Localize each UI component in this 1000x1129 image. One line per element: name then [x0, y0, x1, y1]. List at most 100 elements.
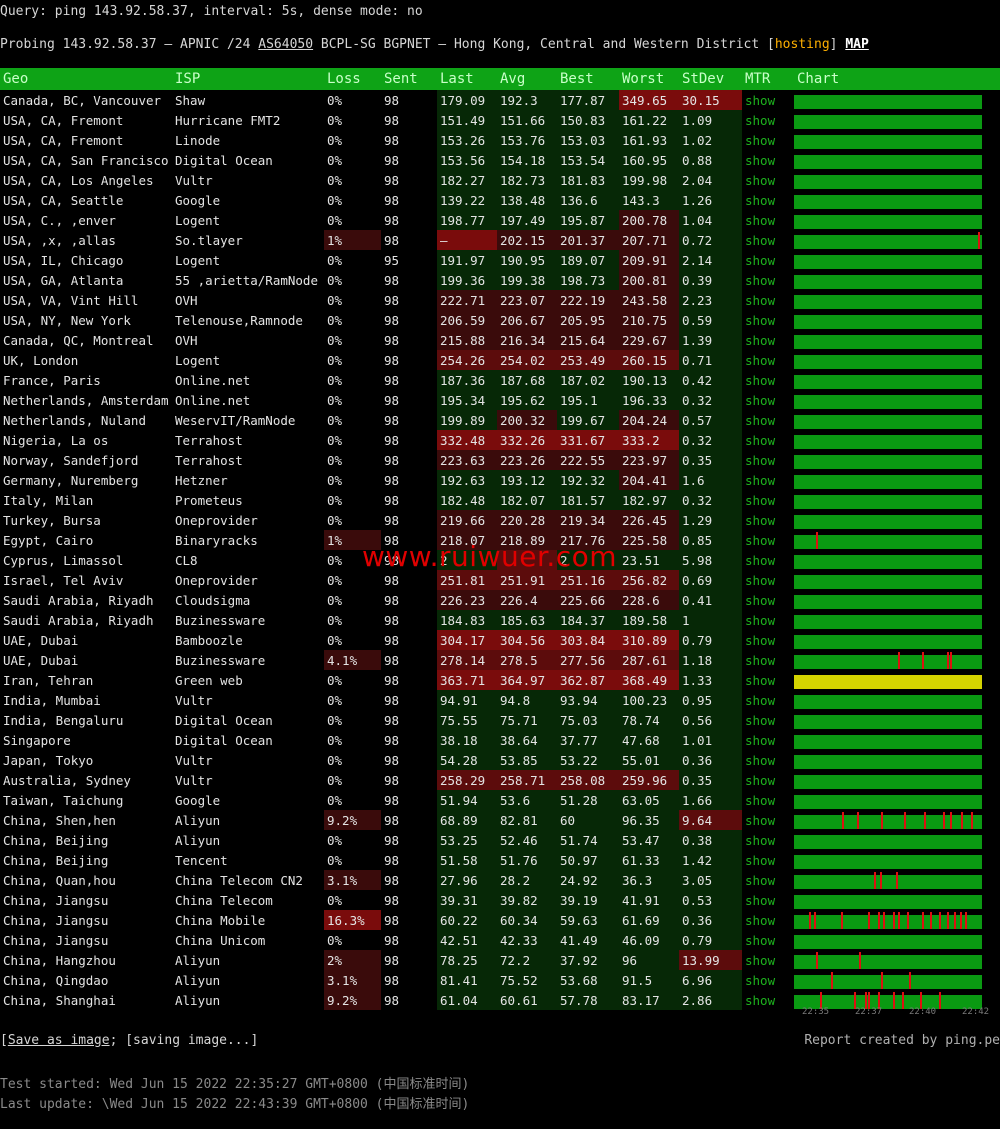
- latency-sparkline: [794, 574, 982, 589]
- cell-mtr[interactable]: show: [745, 872, 776, 888]
- cell-mtr[interactable]: show: [745, 752, 776, 768]
- cell-mtr[interactable]: show: [745, 772, 776, 788]
- cell-mtr[interactable]: show: [745, 792, 776, 808]
- as-link[interactable]: AS64050: [258, 37, 314, 52]
- cell-sent: 98: [384, 772, 400, 788]
- cell-mtr[interactable]: show: [745, 112, 776, 128]
- cell-last: 215.88: [437, 330, 497, 350]
- cell-mtr[interactable]: show: [745, 812, 776, 828]
- cell-chart: [794, 650, 1000, 670]
- cell-mtr[interactable]: show: [745, 892, 776, 908]
- cell-mtr[interactable]: show: [745, 452, 776, 468]
- cell-isp: Telenouse,Ramnode: [175, 312, 303, 328]
- cell-isp: Hurricane FMT2: [175, 112, 281, 128]
- save-bar: [Save as image; [saving image...]: [0, 1033, 258, 1048]
- cell-mtr[interactable]: show: [745, 512, 776, 528]
- cell-mtr[interactable]: show: [745, 592, 776, 608]
- cell-last: 199.89: [437, 410, 497, 430]
- cell-mtr[interactable]: show: [745, 232, 776, 248]
- latency-sparkline: [794, 971, 982, 989]
- save-as-image-link[interactable]: Save as image: [7, 1033, 110, 1048]
- cell-mtr[interactable]: show: [745, 312, 776, 328]
- cell-mtr[interactable]: show: [745, 352, 776, 368]
- cell-avg: 258.71: [497, 770, 557, 790]
- cell-mtr[interactable]: show: [745, 132, 776, 148]
- cell-loss: 0%: [327, 332, 343, 348]
- cell-last: 226.23: [437, 590, 497, 610]
- cell-mtr[interactable]: show: [745, 992, 776, 1008]
- cell-mtr[interactable]: show: [745, 492, 776, 508]
- cell-chart: [794, 870, 1000, 890]
- cell-loss: 0%: [327, 772, 343, 788]
- cell-best: 181.57: [557, 490, 619, 510]
- cell-mtr[interactable]: show: [745, 172, 776, 188]
- cell-mtr[interactable]: show: [745, 632, 776, 648]
- cell-mtr[interactable]: show: [745, 652, 776, 668]
- cell-worst: 256.82: [619, 570, 679, 590]
- cell-geo: Germany, Nuremberg: [3, 472, 139, 488]
- cell-mtr[interactable]: show: [745, 292, 776, 308]
- cell-mtr[interactable]: show: [745, 912, 776, 928]
- cell-chart: [794, 450, 1000, 470]
- cell-last: 184.83: [437, 610, 497, 630]
- hosting-tag: hosting: [774, 37, 830, 52]
- cell-mtr[interactable]: show: [745, 612, 776, 628]
- cell-isp: Digital Ocean: [175, 732, 273, 748]
- cell-mtr[interactable]: show: [745, 212, 776, 228]
- cell-chart: [794, 330, 1000, 350]
- packet-loss-mark: [907, 911, 909, 929]
- cell-chart: [794, 270, 1000, 290]
- cell-mtr[interactable]: show: [745, 372, 776, 388]
- cell-mtr[interactable]: show: [745, 952, 776, 968]
- cell-mtr[interactable]: show: [745, 552, 776, 568]
- cell-isp: Vultr: [175, 172, 213, 188]
- cell-mtr[interactable]: show: [745, 152, 776, 168]
- cell-chart: [794, 510, 1000, 530]
- table-row: China, Shanghai Aliyun 9.2% 98 61.04 60.61 57.…: [0, 990, 1000, 1010]
- packet-loss-mark: [971, 811, 973, 829]
- cell-mtr[interactable]: show: [745, 832, 776, 848]
- cell-mtr[interactable]: show: [745, 672, 776, 688]
- cell-mtr[interactable]: show: [745, 532, 776, 548]
- cell-mtr[interactable]: show: [745, 692, 776, 708]
- col-geo: Geo: [0, 68, 172, 90]
- cell-mtr[interactable]: show: [745, 192, 776, 208]
- cell-stdev: 0.79: [679, 930, 742, 950]
- cell-worst: 23.51: [619, 550, 679, 570]
- table-row: India, Mumbai Vultr 0% 98 94.91 94.8 93.94 100.…: [0, 690, 1000, 710]
- cell-mtr[interactable]: show: [745, 572, 776, 588]
- cell-mtr[interactable]: show: [745, 972, 776, 988]
- cell-geo: UAE, Dubai: [3, 632, 79, 648]
- cell-mtr[interactable]: show: [745, 92, 776, 108]
- cell-avg: 153.76: [497, 130, 557, 150]
- cell-mtr[interactable]: show: [745, 472, 776, 488]
- cell-mtr[interactable]: show: [745, 432, 776, 448]
- cell-best: 75.03: [557, 710, 619, 730]
- cell-loss: 0%: [327, 672, 343, 688]
- cell-mtr[interactable]: show: [745, 732, 776, 748]
- ping-results-table: Geo ISP Loss Sent Last Avg Best Worst St…: [0, 68, 1000, 1010]
- packet-loss-mark: [920, 991, 922, 1009]
- latency-sparkline: [794, 174, 982, 189]
- cell-worst: 210.75: [619, 310, 679, 330]
- table-row: USA, GA, Atlanta 55 ,arietta/RamNode 0% 98 1…: [0, 270, 1000, 290]
- cell-mtr[interactable]: show: [745, 332, 776, 348]
- watermark: www.ruiwuer.com: [362, 540, 618, 573]
- cell-geo: France, Paris: [3, 372, 101, 388]
- cell-mtr[interactable]: show: [745, 412, 776, 428]
- table-row: China, Jiangsu China Mobile 16.3% 98 60.22 60…: [0, 910, 1000, 930]
- cell-chart: [794, 490, 1000, 510]
- cell-sent: 98: [384, 232, 400, 248]
- cell-sent: 98: [384, 432, 400, 448]
- map-link[interactable]: MAP: [845, 37, 869, 52]
- cell-mtr[interactable]: show: [745, 932, 776, 948]
- cell-last: 191.97: [437, 250, 497, 270]
- cell-sent: 98: [384, 692, 400, 708]
- cell-loss: 0%: [327, 612, 343, 628]
- cell-mtr[interactable]: show: [745, 392, 776, 408]
- cell-mtr[interactable]: show: [745, 252, 776, 268]
- cell-mtr[interactable]: show: [745, 852, 776, 868]
- cell-mtr[interactable]: show: [745, 712, 776, 728]
- packet-loss-mark: [961, 811, 963, 829]
- cell-mtr[interactable]: show: [745, 272, 776, 288]
